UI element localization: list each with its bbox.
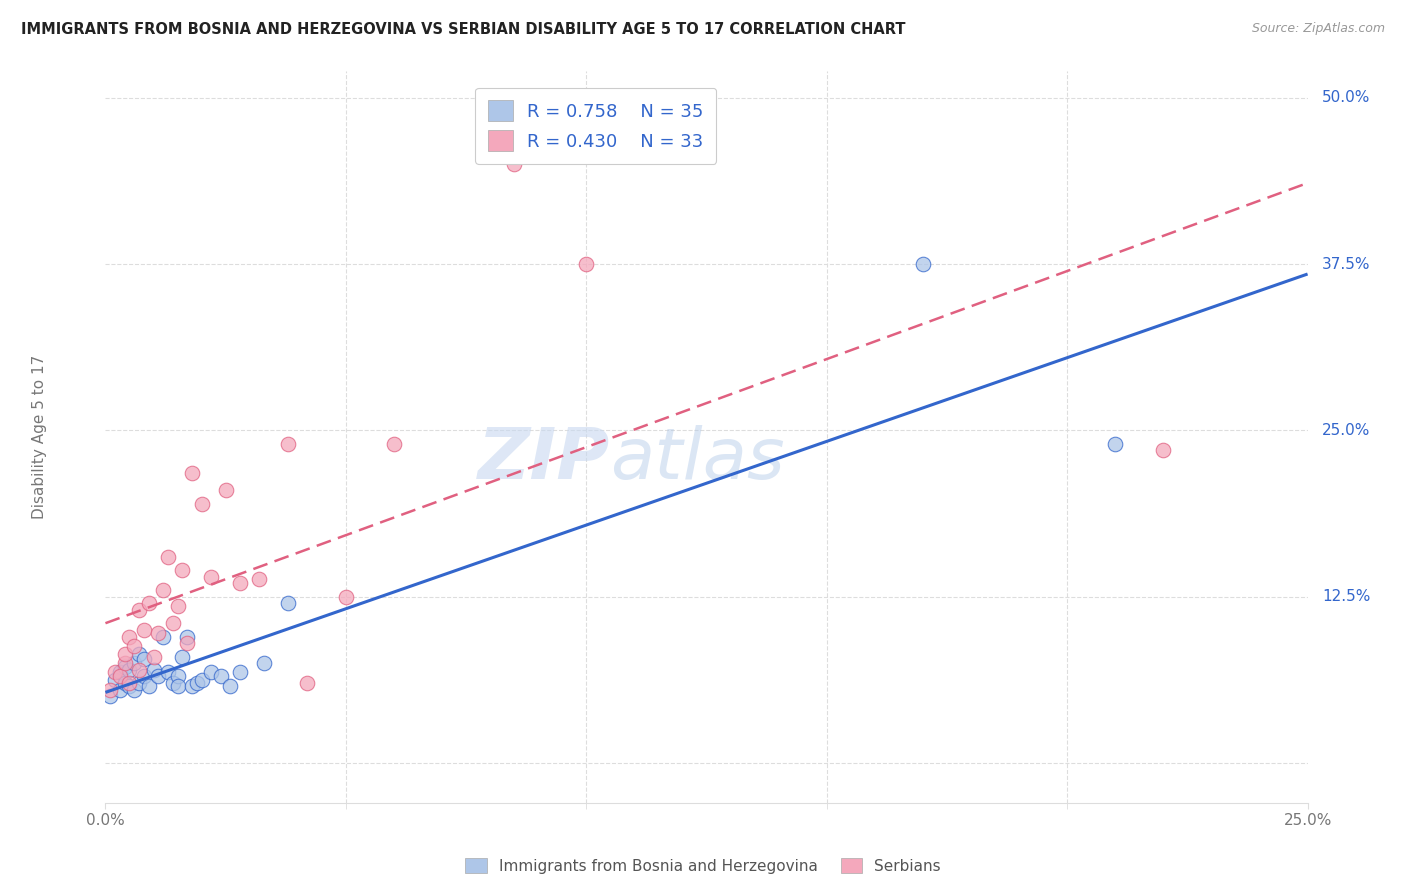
Point [156,549,179,564]
Point [124,656,146,670]
Point [166,679,188,693]
Point [200,570,222,584]
Point [98,690,121,704]
Point [128,647,150,661]
Point [104,665,127,680]
Point [128,663,150,677]
Point [382,436,405,450]
Text: 12.5%: 12.5% [1322,590,1371,604]
Point [200,665,222,680]
Point [118,630,141,644]
Point [229,576,252,591]
Point [503,157,526,171]
Point [209,669,232,683]
Legend: Immigrants from Bosnia and Herzegovina, Serbians: Immigrants from Bosnia and Herzegovina, … [460,852,946,880]
Point [108,669,131,683]
Point [277,436,299,450]
Point [118,676,141,690]
Point [162,616,184,631]
Point [176,636,198,650]
Text: Source: ZipAtlas.com: Source: ZipAtlas.com [1251,22,1385,36]
Point [148,669,170,683]
Point [142,649,165,664]
Point [118,679,141,693]
Point [138,679,160,693]
Point [132,652,155,666]
Point [124,639,146,653]
Point [132,623,155,637]
Point [156,665,179,680]
Text: IMMIGRANTS FROM BOSNIA AND HERZEGOVINA VS SERBIAN DISABILITY AGE 5 TO 17 CORRELA: IMMIGRANTS FROM BOSNIA AND HERZEGOVINA V… [21,22,905,37]
Point [181,679,204,693]
Point [114,660,136,674]
Point [247,573,270,587]
Point [118,663,141,677]
Point [162,676,184,690]
Point [297,676,319,690]
Point [108,682,131,697]
Point [1104,436,1126,450]
Point [277,596,299,610]
Legend: R = 0.758    N = 35, R = 0.430    N = 33: R = 0.758 N = 35, R = 0.430 N = 33 [475,87,717,164]
Point [128,676,150,690]
Point [172,649,194,664]
Point [104,673,127,688]
Point [114,676,136,690]
Point [575,257,598,271]
Point [108,665,131,680]
Point [911,257,934,271]
Point [219,679,242,693]
Point [166,599,188,613]
Point [98,682,121,697]
Point [138,596,160,610]
Point [142,663,165,677]
Text: 37.5%: 37.5% [1322,257,1371,272]
Point [186,676,208,690]
Point [172,563,194,577]
Text: ZIP: ZIP [478,425,610,493]
Point [214,483,236,498]
Point [181,466,204,480]
Text: atlas: atlas [610,425,785,493]
Point [148,625,170,640]
Point [335,590,357,604]
Text: 25.0%: 25.0% [1322,423,1371,438]
Point [114,656,136,670]
Text: Disability Age 5 to 17: Disability Age 5 to 17 [32,355,46,519]
Point [124,682,146,697]
Point [166,669,188,683]
Point [114,647,136,661]
Point [152,582,174,597]
Point [190,673,212,688]
Point [1152,443,1174,458]
Point [190,497,212,511]
Text: 50.0%: 50.0% [1322,90,1371,105]
Point [152,630,174,644]
Point [128,603,150,617]
Point [132,669,155,683]
Point [229,665,252,680]
Point [253,656,276,670]
Point [176,630,198,644]
